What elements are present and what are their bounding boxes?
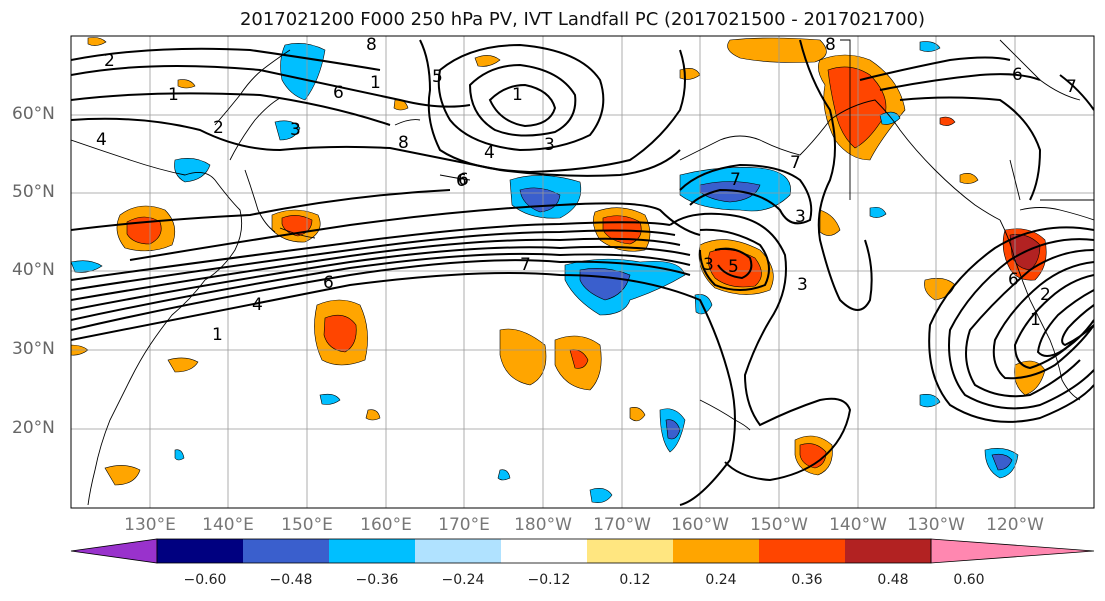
contour-label: 4 bbox=[96, 130, 107, 150]
contour-label: 6 bbox=[1008, 270, 1019, 290]
lon-label: 170°W bbox=[593, 515, 651, 535]
contour-label: 1 bbox=[168, 85, 179, 105]
anomaly-shading bbox=[71, 37, 1047, 503]
lon-label: 140°E bbox=[202, 515, 254, 535]
contour-label: 2 bbox=[1040, 285, 1051, 305]
colorbar-tick-label: −0.60 bbox=[183, 572, 227, 588]
contour-label: 3 bbox=[544, 135, 555, 155]
contour-label: 3 bbox=[797, 275, 808, 295]
colorbar-bin bbox=[243, 539, 329, 563]
contour-label: 4 bbox=[252, 295, 263, 315]
map-title: 2017021200 F000 250 hPa PV, IVT Landfall… bbox=[239, 9, 926, 30]
lon-label: 160°E bbox=[360, 515, 412, 535]
pv-contours bbox=[71, 39, 1094, 506]
map-frame bbox=[70, 35, 1095, 509]
lat-label: 60°N bbox=[12, 104, 55, 124]
colorbar-extend-max bbox=[930, 538, 1095, 564]
lon-label: 180°W bbox=[514, 515, 572, 535]
contour-label: 6 bbox=[456, 171, 467, 191]
colorbar-bin bbox=[415, 539, 501, 563]
colorbar-bin bbox=[157, 539, 243, 563]
lon-label: 130°W bbox=[907, 515, 965, 535]
lat-label: 20°N bbox=[12, 418, 55, 438]
lat-label: 30°N bbox=[12, 339, 55, 359]
colorbar-tick-label: −0.24 bbox=[441, 572, 485, 588]
contour-label: 1 bbox=[512, 85, 523, 105]
lon-label: 160°W bbox=[671, 515, 729, 535]
contour-label: 7 bbox=[730, 170, 741, 190]
colorbar-extend-min bbox=[70, 538, 158, 564]
colorbar-tick-label: −0.12 bbox=[527, 572, 571, 588]
lon-label: 130°E bbox=[124, 515, 176, 535]
colorbar-tick-label: 0.36 bbox=[791, 572, 823, 588]
lat-label: 50°N bbox=[12, 182, 55, 202]
colorbar-bin bbox=[673, 539, 759, 563]
graticule bbox=[71, 36, 1094, 508]
contour-label: 7 bbox=[790, 153, 801, 173]
contour-label: 8 bbox=[825, 35, 836, 55]
lon-label: 150°W bbox=[750, 515, 808, 535]
colorbar-tick-label: 0.24 bbox=[705, 572, 737, 588]
contour-label: 5 bbox=[432, 67, 443, 87]
contour-label: 8 bbox=[398, 133, 409, 153]
contour-label: 6 bbox=[458, 170, 469, 190]
colorbar-tick-label: −0.36 bbox=[355, 572, 399, 588]
colorbar-bin bbox=[845, 539, 931, 563]
contour-label: 8 bbox=[366, 35, 377, 55]
contour-label: 1 bbox=[370, 73, 381, 93]
lon-label: 170°E bbox=[438, 515, 490, 535]
contour-label-group: 2 1 8 6 1 5 1 3 4 3 6 8 6 7 3 7 6 4 1 2 … bbox=[96, 35, 1077, 345]
lon-label: 140°W bbox=[829, 515, 887, 535]
contour-label: 7 bbox=[1066, 77, 1077, 97]
contour-label: 2 bbox=[213, 118, 224, 138]
contour-label: 4 bbox=[484, 143, 495, 163]
colorbar-bin bbox=[759, 539, 845, 563]
lon-label: 150°E bbox=[281, 515, 333, 535]
colorbar-bin bbox=[501, 539, 587, 563]
contour-label: 6 bbox=[333, 83, 344, 103]
colorbar bbox=[70, 538, 1095, 564]
colorbar-tick-label: 0.60 bbox=[953, 572, 985, 588]
lon-label: 120°W bbox=[986, 515, 1044, 535]
contour-label: 1 bbox=[212, 325, 223, 345]
contour-label: 7 bbox=[520, 255, 531, 275]
contour-label: 3 bbox=[703, 255, 714, 275]
contour-label: 6 bbox=[1012, 65, 1023, 85]
colorbar-bin bbox=[329, 539, 415, 563]
colorbar-tick-label: 0.48 bbox=[877, 572, 909, 588]
colorbar-tick-label: 0.12 bbox=[619, 572, 651, 588]
contour-label: 3 bbox=[795, 207, 806, 227]
lat-label: 40°N bbox=[12, 260, 55, 280]
contour-label: 6 bbox=[323, 273, 334, 293]
contour-label: 2 bbox=[104, 51, 115, 71]
colorbar-tick-label: −0.48 bbox=[269, 572, 313, 588]
colorbar-bin bbox=[587, 539, 673, 563]
contour-label: 5 bbox=[728, 257, 739, 277]
contour-label: 3 bbox=[290, 120, 301, 140]
contour-label: 1 bbox=[1030, 310, 1041, 330]
